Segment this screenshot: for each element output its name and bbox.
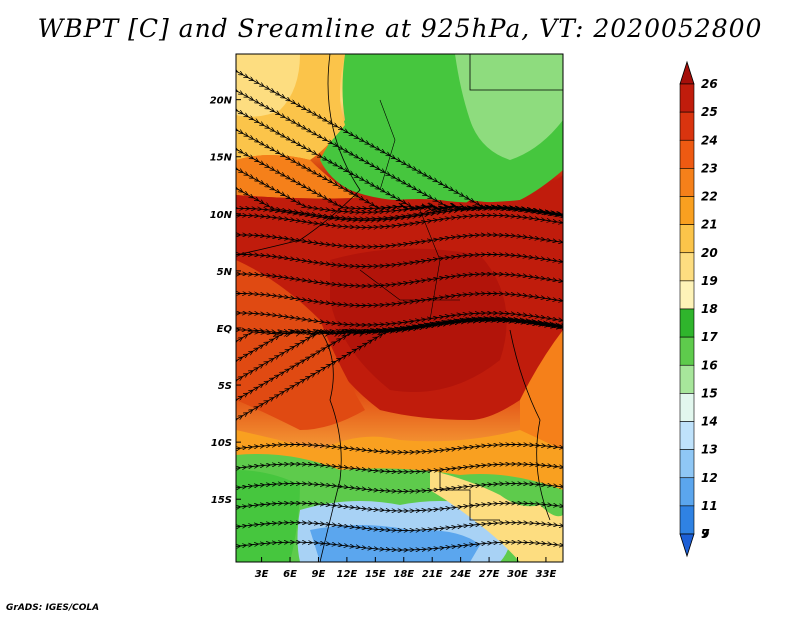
- lon-label: 18E: [393, 569, 414, 580]
- streamline: [236, 445, 563, 453]
- colorbar-label: 7: [701, 527, 710, 541]
- lat-label: EQ: [217, 324, 233, 335]
- map-field: [236, 54, 563, 562]
- colorbar-swatch: [679, 336, 695, 366]
- lon-label: 15E: [365, 569, 386, 580]
- colorbar-swatch: [679, 168, 695, 197]
- map-axes: 20N 15N 10N 5N EQ 5S 10S 15S 3E 6E 9E 12E 15E 18E 21E 2…: [210, 96, 557, 580]
- colorbar-swatch: [679, 196, 695, 225]
- colorbar-swatch: [679, 280, 695, 310]
- colorbar-label: 19: [701, 274, 718, 288]
- colorbar-label: 15: [701, 386, 718, 400]
- colorbar-label: 16: [701, 358, 718, 372]
- colorbar-swatch: [679, 252, 695, 282]
- colorbar-label: 26: [701, 77, 718, 91]
- streamline: [236, 320, 563, 431]
- colorbar-label: 9: [701, 527, 709, 541]
- lon-label: 21E: [422, 569, 443, 580]
- colorbar-top-arrow: [679, 60, 695, 85]
- colorbar-swatch: [679, 449, 695, 479]
- streamline: [236, 484, 563, 492]
- streamline: [236, 464, 563, 472]
- lat-label: 20N: [210, 96, 233, 107]
- colorbar-label: 11: [701, 499, 718, 513]
- lat-label: 5N: [217, 267, 233, 278]
- streamline: [236, 294, 563, 306]
- colorbar-label: 24: [701, 133, 718, 147]
- colorbar-label: 18: [701, 302, 718, 316]
- streamline: [236, 542, 563, 550]
- colorbar-label: 17: [701, 330, 718, 344]
- colorbar-label: 20: [701, 246, 718, 260]
- colorbar-label: 21: [701, 218, 718, 232]
- colorbar-label: 22: [701, 190, 718, 204]
- plot-frame: [235, 53, 564, 563]
- grads-credit: GrADS: IGES/COLA: [6, 603, 100, 613]
- colorbar-swatch: [679, 111, 695, 141]
- lon-label: 6E: [283, 569, 297, 580]
- lat-label: 15S: [211, 495, 232, 506]
- colorbar-swatch: [679, 421, 695, 450]
- lat-label: 5S: [218, 381, 232, 392]
- colorbar-label: 25: [701, 105, 718, 119]
- colorbar: 26 25 24 23 22 21 20 19 18 17 16 15 14 13 12 11 97: [679, 60, 718, 558]
- lon-label: 30E: [507, 569, 528, 580]
- colorbar-label: 12: [701, 471, 718, 485]
- lon-label: 3E: [255, 569, 269, 580]
- streamline: [236, 215, 563, 227]
- colorbar-swatch: [679, 139, 695, 169]
- colorbar-swatch: [679, 393, 695, 422]
- streamline: [236, 254, 563, 266]
- streamline: [236, 274, 563, 286]
- colorbar-label: 13: [701, 443, 718, 457]
- colorbar-label: 14: [701, 415, 718, 429]
- lon-label: 27E: [479, 569, 500, 580]
- colorbar-swatch: [679, 477, 695, 507]
- colorbar-swatch: [679, 83, 695, 113]
- colorbar-bottom-arrow: [679, 533, 695, 558]
- colorbar-swatch: [679, 224, 695, 254]
- lat-label: 10N: [210, 210, 233, 221]
- lon-label: 9E: [312, 569, 326, 580]
- map-title: WBPT [C] and Sreamline at 925hPa, VT: 20…: [37, 14, 763, 43]
- streamline: [236, 523, 563, 531]
- colorbar-swatch: [679, 505, 695, 535]
- streamline: [236, 235, 563, 247]
- streamline: [236, 503, 563, 511]
- lat-label: 15N: [210, 153, 233, 164]
- lon-label: 33E: [536, 569, 557, 580]
- colorbar-swatch: [679, 308, 695, 338]
- colorbar-swatch: [679, 364, 695, 394]
- lat-label: 10S: [211, 438, 232, 449]
- lon-label: 12E: [337, 569, 358, 580]
- lon-label: 24E: [450, 569, 471, 580]
- streamlines: [236, 60, 563, 550]
- colorbar-label: 23: [701, 161, 718, 175]
